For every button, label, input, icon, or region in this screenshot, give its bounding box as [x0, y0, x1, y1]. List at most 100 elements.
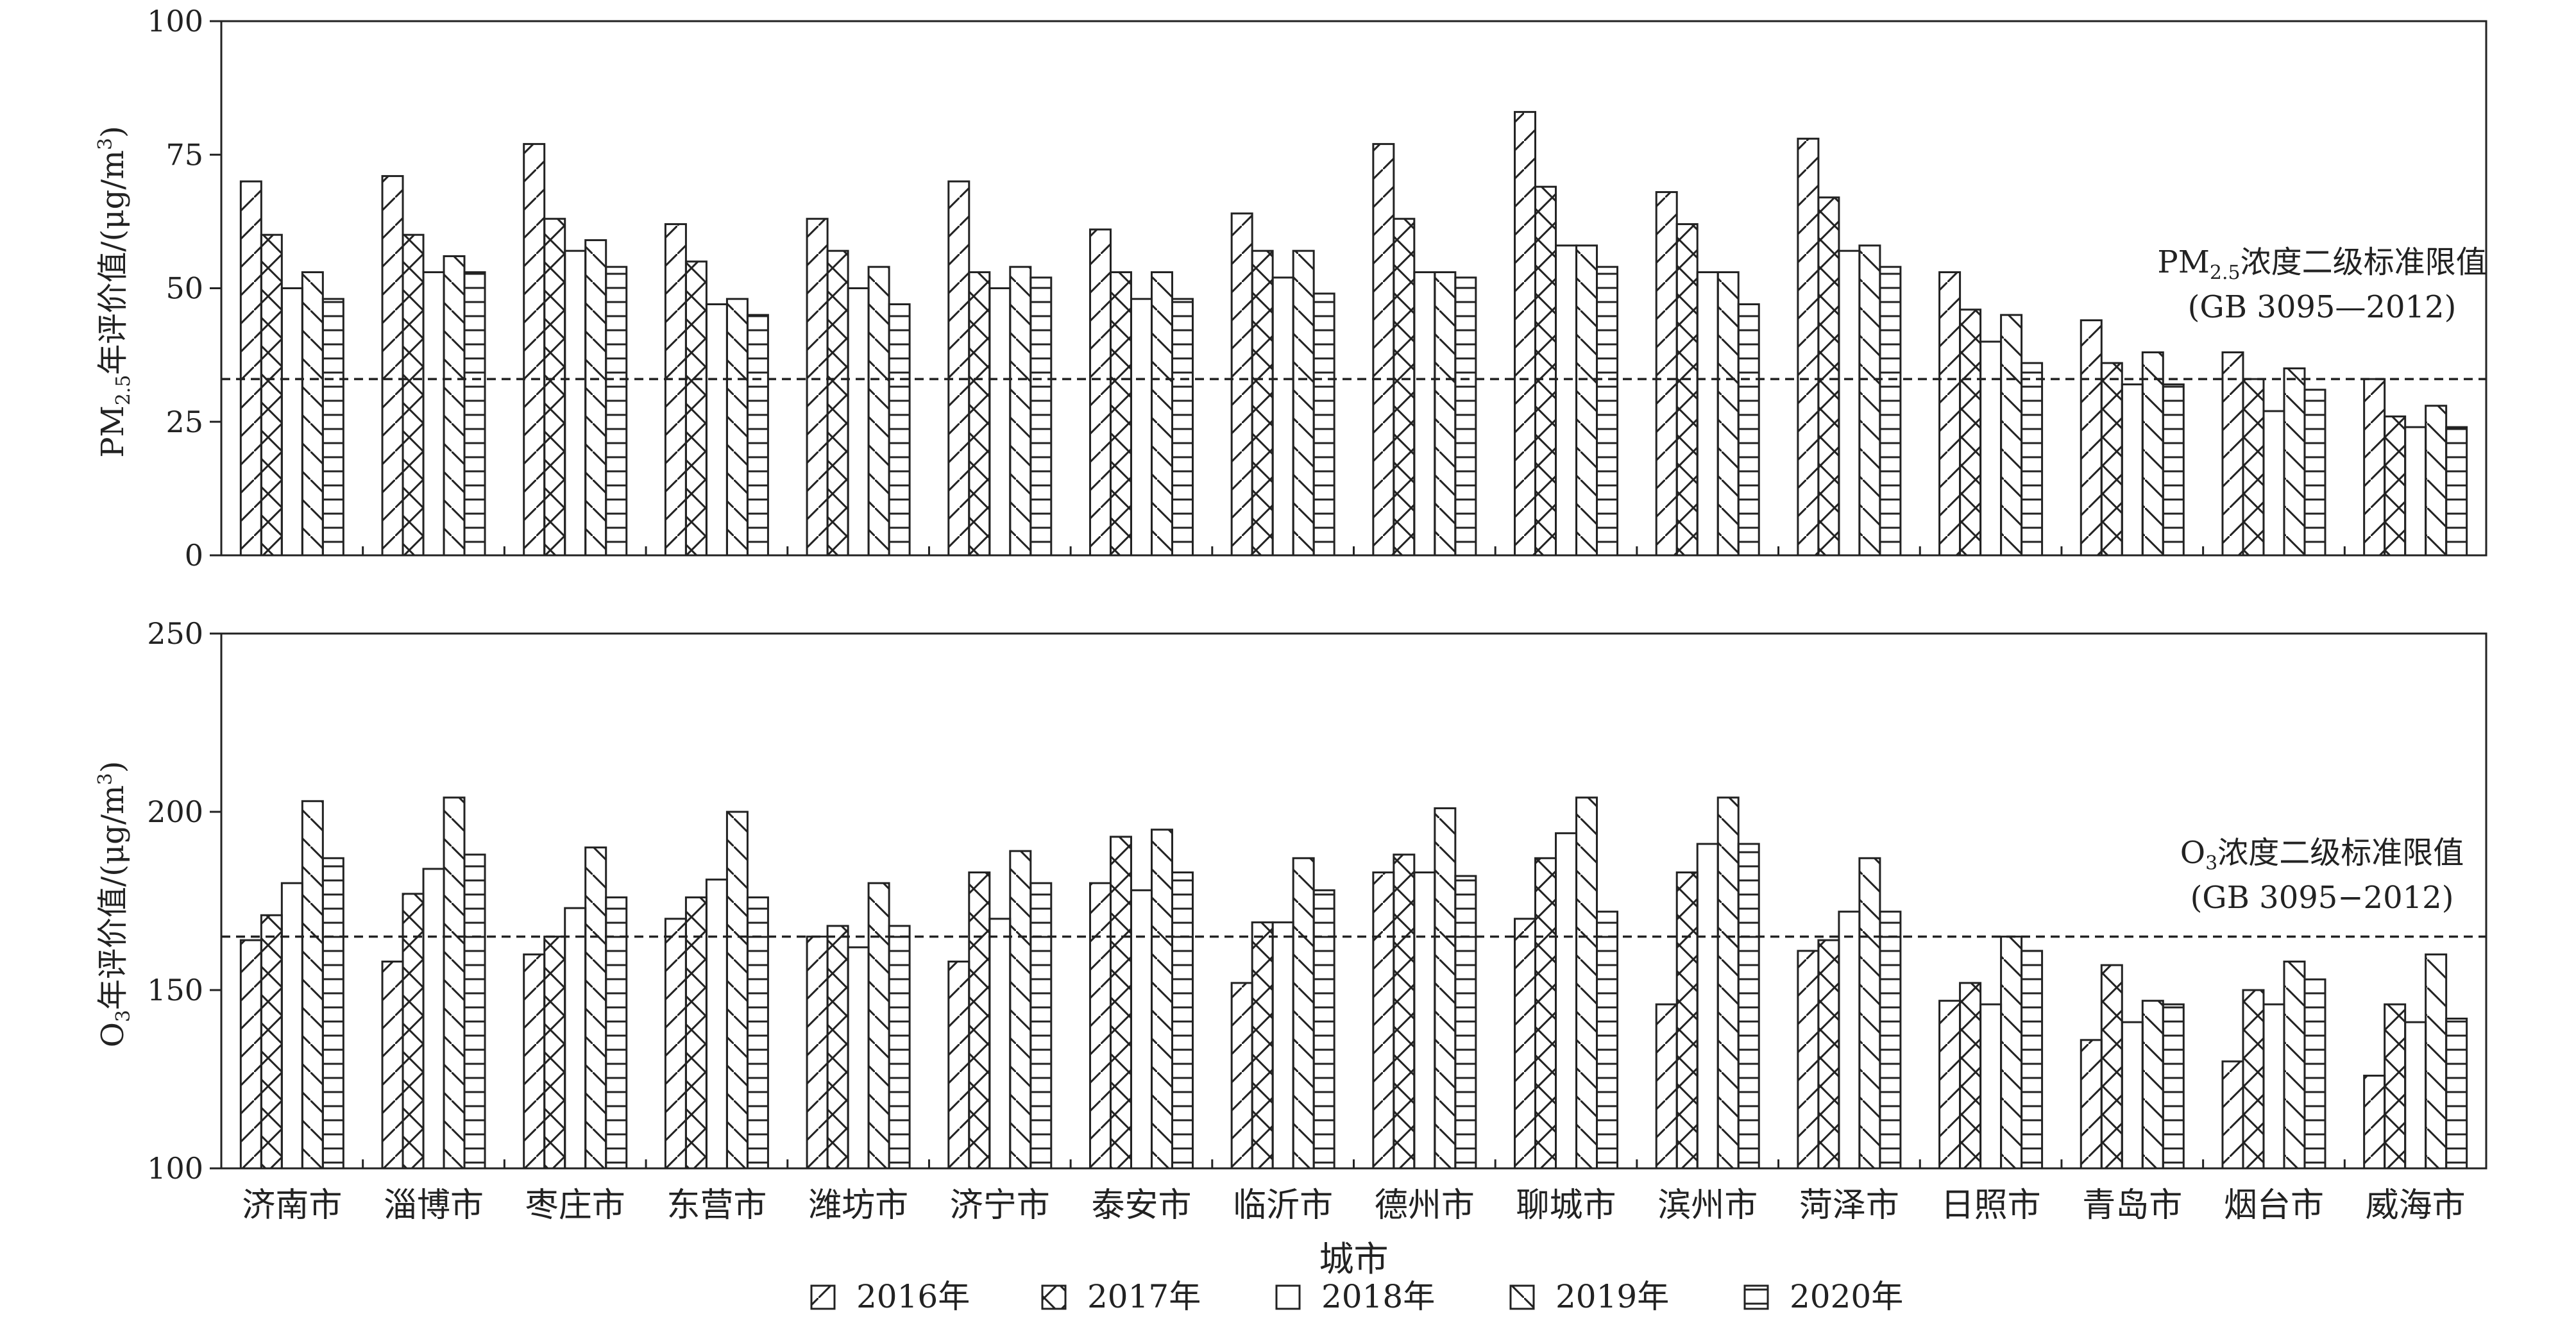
- legend-label: 2018年: [1321, 1278, 1435, 1315]
- bar-2018年-青岛市: [2121, 383, 2144, 557]
- bar-2017年-菏泽市: [1817, 939, 1840, 1170]
- x-tick-label: 德州市: [1375, 1186, 1475, 1225]
- bar-2020年-东营市: [746, 314, 769, 557]
- bar-2016年-滨州市: [1655, 191, 1678, 557]
- bar-2018年-青岛市: [2121, 1021, 2144, 1170]
- bar-2020年-聊城市: [1596, 911, 1619, 1170]
- bar-2016年-聊城市: [1514, 111, 1537, 557]
- bar-2018年-滨州市: [1696, 843, 1719, 1170]
- bar-2020年-枣庄市: [605, 265, 628, 557]
- bar-2018年-潍坊市: [847, 946, 870, 1170]
- bar-2017年-淄博市: [402, 893, 425, 1170]
- bar-2017年-威海市: [2384, 415, 2407, 557]
- bar-2017年-临沂市: [1251, 921, 1274, 1170]
- bar-2020年-淄博市: [463, 853, 486, 1170]
- bar-2016年-德州市: [1372, 143, 1395, 557]
- bar-2020年-威海市: [2445, 1017, 2468, 1170]
- legend-swatch-2016年: [810, 1284, 836, 1310]
- bar-2018年-德州市: [1413, 871, 1436, 1170]
- bar-2017年-枣庄市: [543, 217, 566, 557]
- bar-2016年-潍坊市: [806, 936, 829, 1170]
- bar-2020年-济宁市: [1030, 276, 1053, 557]
- bar-2019年-德州市: [1434, 271, 1457, 557]
- y-tick-label: 25: [165, 405, 203, 439]
- bar-2016年-淄博市: [381, 961, 404, 1170]
- bar-2019年-日照市: [2000, 936, 2023, 1170]
- bar-2020年-济宁市: [1030, 882, 1053, 1170]
- x-tick-label: 威海市: [2366, 1186, 2466, 1225]
- bar-2016年-东营市: [664, 223, 687, 557]
- bar-2016年-聊城市: [1514, 918, 1537, 1170]
- bar-2019年-潍坊市: [867, 882, 890, 1170]
- bar-2018年-泰安市: [1130, 298, 1153, 557]
- bar-2018年-淄博市: [422, 271, 445, 557]
- bar-2019年-青岛市: [2141, 351, 2164, 557]
- bar-2019年-日照市: [2000, 314, 2023, 557]
- bar-2016年-济宁市: [947, 961, 970, 1170]
- bar-2020年-滨州市: [1737, 843, 1760, 1170]
- bar-2016年-临沂市: [1230, 982, 1253, 1170]
- y-tick-label: 150: [147, 973, 203, 1007]
- bar-2019年-聊城市: [1575, 796, 1598, 1170]
- bar-2017年-济宁市: [968, 871, 991, 1170]
- bar-2019年-枣庄市: [584, 846, 607, 1170]
- x-tick-label: 济宁市: [950, 1186, 1050, 1225]
- bar-2019年-潍坊市: [867, 265, 890, 557]
- x-tick-label: 烟台市: [2224, 1186, 2324, 1225]
- x-tick-label: 枣庄市: [525, 1186, 625, 1225]
- x-tick-label: 淄博市: [384, 1186, 484, 1225]
- bar-2017年-聊城市: [1534, 185, 1557, 557]
- bar-2018年-聊城市: [1555, 244, 1578, 557]
- y-tick-label: 50: [165, 271, 203, 306]
- bar-2019年-滨州市: [1716, 271, 1740, 557]
- bar-2017年-东营市: [684, 260, 708, 557]
- bar-2016年-泰安市: [1089, 228, 1112, 557]
- bar-2016年-济南市: [239, 180, 262, 557]
- bar-2018年-济南市: [280, 287, 303, 557]
- bar-2017年-临沂市: [1251, 249, 1274, 557]
- bar-2018年-东营市: [705, 303, 728, 557]
- bar-2017年-滨州市: [1675, 223, 1699, 557]
- bar-2016年-泰安市: [1089, 882, 1112, 1170]
- bar-2020年-德州市: [1454, 276, 1477, 557]
- bar-2017年-德州市: [1393, 853, 1416, 1170]
- bar-2016年-菏泽市: [1797, 137, 1820, 557]
- bar-2017年-青岛市: [2100, 964, 2123, 1170]
- bar-2020年-济南市: [321, 857, 344, 1170]
- x-axis-label: 城市: [1319, 1239, 1389, 1279]
- bar-2016年-淄博市: [381, 175, 404, 557]
- bar-2020年-日照市: [2021, 362, 2044, 557]
- bar-2018年-滨州市: [1696, 271, 1719, 557]
- bar-2016年-日照市: [1938, 271, 1962, 557]
- bar-2020年-泰安市: [1171, 871, 1194, 1170]
- bar-2018年-临沂市: [1271, 921, 1294, 1170]
- bar-2017年-德州市: [1393, 217, 1416, 557]
- bar-2016年-青岛市: [2080, 319, 2103, 557]
- bar-2019年-淄博市: [443, 796, 466, 1170]
- bar-2017年-淄博市: [402, 233, 425, 557]
- bar-2020年-滨州市: [1737, 303, 1760, 557]
- bar-2019年-烟台市: [2283, 961, 2306, 1170]
- legend-label: 2016年: [856, 1278, 970, 1315]
- bar-2019年-淄博市: [443, 255, 466, 557]
- y-axis-label: O3年评价值/(μg/m3): [94, 761, 135, 1048]
- bar-2019年-滨州市: [1716, 796, 1740, 1170]
- y-tick-label: 0: [185, 538, 203, 573]
- x-tick-label: 泰安市: [1091, 1186, 1191, 1225]
- bar-2019年-济南市: [301, 271, 324, 557]
- bar-2016年-威海市: [2363, 1074, 2386, 1170]
- x-tick-label: 济南市: [242, 1186, 342, 1225]
- bar-2017年-潍坊市: [826, 249, 849, 557]
- bar-2019年-菏泽市: [1858, 244, 1881, 557]
- bar-2019年-烟台市: [2283, 367, 2306, 557]
- bar-2016年-济南市: [239, 939, 262, 1170]
- bar-2019年-东营市: [725, 298, 749, 557]
- bar-2016年-青岛市: [2080, 1039, 2103, 1170]
- bar-2019年-枣庄市: [584, 239, 607, 557]
- bar-2017年-菏泽市: [1817, 196, 1840, 557]
- y-axis-label: PM2.5年评价值/(μg/m3): [94, 126, 135, 458]
- bar-2017年-济南市: [260, 914, 283, 1170]
- bar-2019年-临沂市: [1292, 249, 1315, 557]
- bar-2016年-济宁市: [947, 180, 970, 557]
